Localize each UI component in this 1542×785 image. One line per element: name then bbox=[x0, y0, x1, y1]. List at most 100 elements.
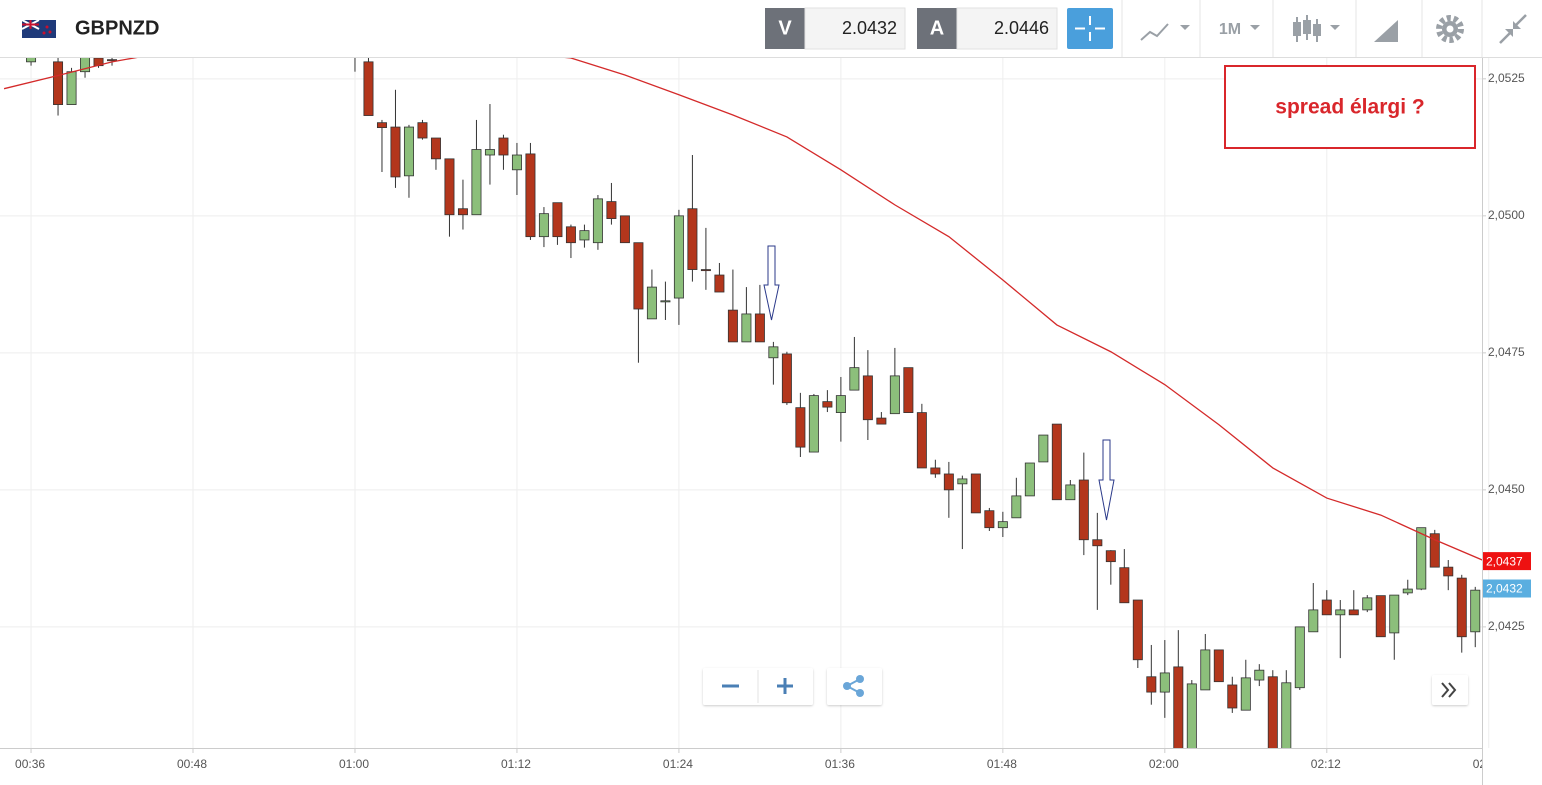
candle-body bbox=[1321, 599, 1332, 616]
y-tick-label: 2,0500 bbox=[1488, 208, 1525, 222]
candle-body bbox=[727, 309, 738, 343]
candle-body bbox=[1146, 676, 1157, 693]
x-tick-label: 01:12 bbox=[501, 757, 531, 771]
candle-body bbox=[957, 478, 968, 485]
arrow-marker bbox=[1098, 439, 1115, 521]
y-tick-label: 2,0450 bbox=[1488, 482, 1525, 496]
candle-body bbox=[1254, 669, 1265, 681]
candle-body bbox=[538, 213, 549, 238]
collapse-button[interactable] bbox=[1499, 14, 1527, 44]
candle-body bbox=[403, 126, 414, 177]
candle-body bbox=[1186, 683, 1197, 748]
symbol: GBPNZD bbox=[75, 17, 159, 39]
x-tick-label: 00:36 bbox=[15, 757, 45, 771]
candle-body bbox=[53, 61, 64, 105]
candle-body bbox=[390, 126, 401, 178]
chart-type-button[interactable] bbox=[1293, 15, 1340, 42]
arrow-marker bbox=[763, 245, 780, 321]
y-axis: 2,0425 2,0450 2,0475 2,0500 2,0525 2,0437 2,04… bbox=[1482, 71, 1531, 633]
candle-body bbox=[417, 122, 428, 139]
candle-body bbox=[943, 473, 954, 491]
ask-label: A bbox=[930, 17, 944, 39]
candle-body bbox=[781, 353, 792, 404]
candle-body bbox=[1159, 672, 1170, 693]
y-tick-label: 2,0525 bbox=[1488, 71, 1525, 85]
candle-body bbox=[26, 58, 37, 63]
candle-body bbox=[1294, 626, 1305, 689]
candle-body bbox=[970, 473, 981, 514]
timeframe-caret bbox=[1250, 25, 1260, 30]
candle-body bbox=[768, 346, 779, 359]
x-tick-label: 00:48 bbox=[177, 757, 207, 771]
candle-body bbox=[700, 269, 711, 272]
candle-body bbox=[1024, 462, 1035, 497]
indicator-button[interactable] bbox=[1140, 23, 1190, 41]
candle-body bbox=[1119, 567, 1130, 604]
x-tick-label: 01:00 bbox=[339, 757, 369, 771]
scroll-end-button[interactable] bbox=[1432, 675, 1468, 705]
price-tag bbox=[1483, 552, 1531, 571]
candle-body bbox=[1375, 595, 1386, 638]
candle-body bbox=[606, 201, 617, 219]
moving-average-line bbox=[3, 58, 1482, 561]
candle-body bbox=[1416, 527, 1427, 590]
candle-body bbox=[673, 215, 684, 299]
plot-area bbox=[3, 58, 1482, 748]
candle-body bbox=[80, 58, 91, 73]
crosshair-button[interactable] bbox=[1067, 8, 1113, 49]
candle-body bbox=[822, 401, 833, 408]
draw-button[interactable] bbox=[1374, 20, 1398, 42]
candle-body bbox=[457, 208, 468, 216]
candle-body bbox=[484, 149, 495, 156]
bid-button[interactable] bbox=[765, 8, 805, 49]
ask-box bbox=[956, 7, 1058, 50]
candle-body bbox=[1065, 484, 1076, 501]
zoom-in-button[interactable] bbox=[777, 678, 793, 694]
bid-price: 2.0432 bbox=[842, 18, 897, 38]
bid-label: V bbox=[778, 17, 792, 39]
candle-body bbox=[579, 230, 590, 241]
ask-button[interactable] bbox=[917, 8, 957, 49]
candle-body bbox=[1213, 649, 1224, 683]
candle-body bbox=[1038, 434, 1049, 463]
candle-body bbox=[916, 412, 927, 469]
x-tick-label: 01:24 bbox=[663, 757, 693, 771]
x-tick-label: 02:00 bbox=[1149, 757, 1179, 771]
candle-body bbox=[107, 59, 118, 62]
x-tick-label: 01:36 bbox=[825, 757, 855, 771]
bid-box bbox=[804, 7, 906, 50]
annotation-box bbox=[1224, 65, 1476, 149]
header-dividers bbox=[1121, 0, 1483, 57]
settings-button[interactable] bbox=[1436, 15, 1464, 43]
share-button[interactable] bbox=[827, 668, 882, 705]
candle-body bbox=[1078, 479, 1089, 541]
candle-body bbox=[511, 154, 522, 171]
candle-body bbox=[1335, 609, 1346, 616]
candle-body bbox=[1267, 676, 1278, 748]
candle-body bbox=[687, 208, 698, 270]
y-tick-label: 2,0425 bbox=[1488, 619, 1525, 633]
candle-body bbox=[862, 375, 873, 421]
candle-body bbox=[714, 274, 725, 293]
candle-body bbox=[1362, 597, 1373, 611]
candle-body bbox=[1429, 533, 1440, 568]
grid bbox=[0, 58, 1490, 748]
x-tick-label: 02:12 bbox=[1311, 757, 1341, 771]
x-axis: 00:36 00:48 01:00 01:12 01:24 01:36 01:48 02:00… bbox=[15, 748, 1482, 771]
candle-body bbox=[808, 395, 819, 453]
candle-body bbox=[1011, 495, 1022, 519]
candle-body bbox=[1227, 684, 1238, 709]
candle-body bbox=[1240, 677, 1251, 711]
candle-body bbox=[889, 375, 900, 415]
candle-body bbox=[997, 521, 1008, 529]
candle-body bbox=[1281, 682, 1292, 748]
candle-body bbox=[876, 417, 887, 425]
candle-body bbox=[1092, 539, 1103, 547]
candle-body bbox=[565, 226, 576, 244]
candle-body bbox=[525, 153, 536, 238]
candle-body bbox=[1173, 666, 1184, 748]
candle-body bbox=[66, 71, 77, 105]
timeframe-button[interactable]: 1M bbox=[1219, 21, 1241, 38]
